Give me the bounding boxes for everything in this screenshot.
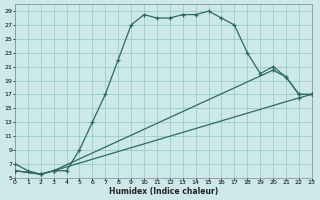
X-axis label: Humidex (Indice chaleur): Humidex (Indice chaleur) (109, 187, 218, 196)
